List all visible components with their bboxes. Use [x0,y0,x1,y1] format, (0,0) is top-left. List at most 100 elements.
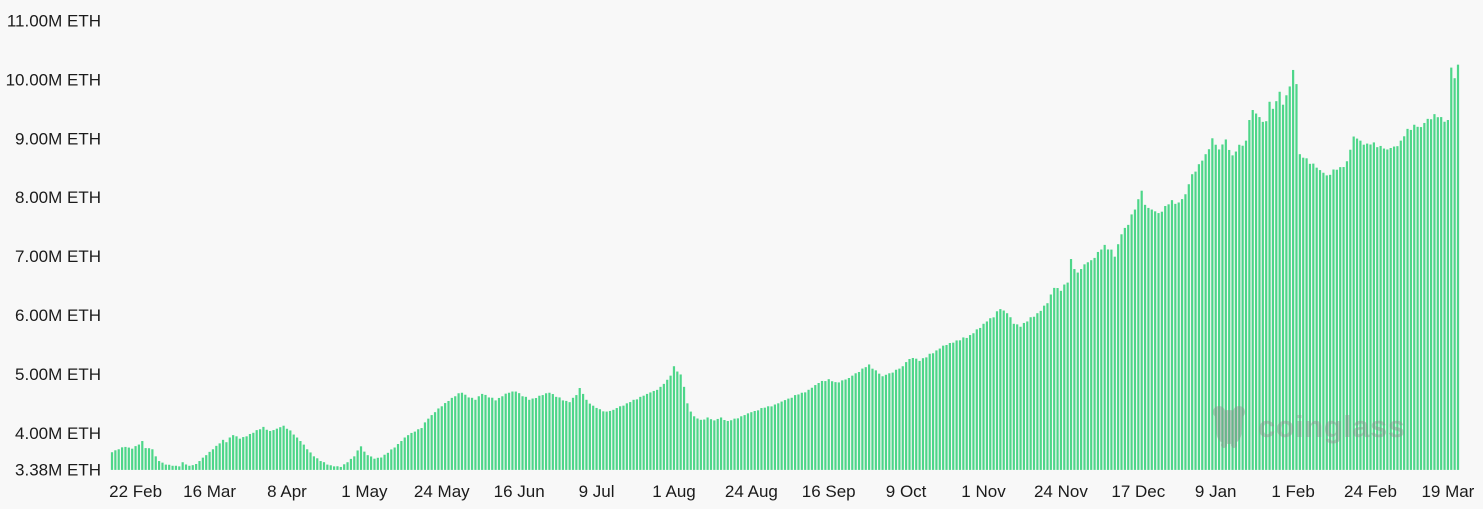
bar[interactable] [985,321,988,470]
bar[interactable] [1389,148,1392,470]
bar[interactable] [1362,144,1365,470]
bar[interactable] [1312,163,1315,470]
bar[interactable] [507,392,511,470]
bar[interactable] [965,337,968,470]
bar[interactable] [948,343,951,470]
bar[interactable] [346,462,349,470]
bar[interactable] [642,395,645,470]
bar[interactable] [1295,84,1298,470]
bar[interactable] [1403,136,1406,470]
bar[interactable] [760,408,763,470]
bar[interactable] [827,379,830,470]
bar[interactable] [1140,190,1143,470]
bar[interactable] [807,389,810,470]
bar[interactable] [1241,145,1244,470]
bar[interactable] [935,350,938,470]
bar[interactable] [1197,164,1200,470]
bar[interactable] [730,420,733,470]
bar[interactable] [555,396,558,470]
bar[interactable] [279,427,282,470]
bar[interactable] [931,353,935,470]
bar[interactable] [390,449,393,470]
bar[interactable] [713,420,716,470]
bar[interactable] [1143,204,1147,470]
bar[interactable] [1177,202,1180,470]
bar[interactable] [780,401,783,470]
bar[interactable] [309,452,312,470]
bar[interactable] [370,456,373,470]
bar[interactable] [1117,244,1120,470]
bar[interactable] [847,378,851,470]
bar[interactable] [726,421,729,470]
bar[interactable] [1049,294,1052,470]
bar[interactable] [588,403,591,470]
bar[interactable] [343,464,346,470]
bar[interactable] [1419,127,1423,470]
bar[interactable] [433,412,437,470]
bar[interactable] [339,466,342,470]
bar[interactable] [168,464,171,470]
bar[interactable] [938,348,941,470]
bar[interactable] [447,400,450,470]
bar[interactable] [834,382,837,470]
bar[interactable] [312,456,315,470]
bar[interactable] [1180,199,1184,470]
bar[interactable] [491,397,494,470]
bar[interactable] [1090,260,1093,470]
bar[interactable] [578,388,581,470]
bar[interactable] [1440,117,1443,470]
bar[interactable] [464,394,467,470]
bar[interactable] [1063,284,1066,470]
bar[interactable] [837,382,840,470]
bar[interactable] [420,428,423,470]
bar[interactable] [124,446,127,470]
bar[interactable] [1325,175,1328,470]
bar[interactable] [602,411,605,470]
bar[interactable] [450,397,453,470]
bar[interactable] [1137,199,1140,470]
bar[interactable] [854,373,857,470]
bar[interactable] [857,372,861,470]
bar[interactable] [568,402,571,470]
bar[interactable] [928,353,931,470]
bar[interactable] [201,457,204,470]
bar[interactable] [669,375,672,470]
bar[interactable] [585,399,588,470]
bar[interactable] [1443,121,1446,470]
bar[interactable] [1032,316,1036,470]
bar[interactable] [221,439,225,470]
bar[interactable] [1349,149,1352,470]
bar[interactable] [1248,120,1251,470]
bar[interactable] [373,458,376,470]
bar[interactable] [252,432,255,470]
bar[interactable] [444,403,447,470]
bar[interactable] [787,398,790,470]
bar[interactable] [763,407,766,470]
bar[interactable] [269,431,272,470]
bar[interactable] [295,437,299,470]
bar[interactable] [534,398,538,470]
bar[interactable] [703,419,706,470]
bar[interactable] [810,387,814,470]
bar[interactable] [524,396,527,470]
bar[interactable] [864,367,867,470]
bar[interactable] [302,444,305,470]
bar[interactable] [359,446,363,470]
bar[interactable] [1413,124,1416,470]
bar[interactable] [995,311,999,470]
bar[interactable] [319,461,322,470]
bar[interactable] [625,403,628,470]
bar[interactable] [1244,140,1248,470]
bar[interactable] [322,462,326,470]
bar[interactable] [1194,171,1197,470]
bar[interactable] [921,358,925,470]
bar[interactable] [901,366,904,470]
bar[interactable] [1170,200,1174,470]
bar[interactable] [514,391,517,470]
bar[interactable] [955,340,958,470]
bar[interactable] [1147,207,1150,470]
bar[interactable] [905,362,908,470]
bar[interactable] [134,446,137,470]
bar[interactable] [1261,121,1264,470]
bar[interactable] [1429,119,1433,470]
